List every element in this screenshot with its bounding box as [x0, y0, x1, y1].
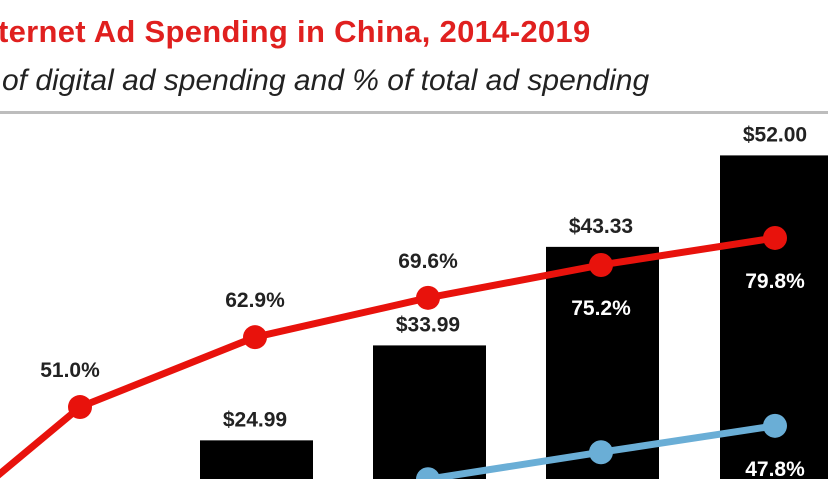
series-1-point-2016 — [416, 285, 440, 310]
bar-2015 — [200, 440, 313, 479]
title-divider — [0, 111, 828, 114]
series-1-point-2017 — [589, 252, 613, 277]
point-label-1-2016: 69.6% — [398, 250, 458, 273]
series-1-point-2018 — [763, 225, 787, 250]
point-label-1-2018: 79.8% — [745, 270, 805, 293]
point-label-1-2014: 51.0% — [40, 359, 100, 382]
bar-label-2017: $43.33 — [569, 215, 633, 238]
series-2-point-2017 — [589, 440, 613, 465]
point-label-1-2015: 62.9% — [225, 289, 285, 312]
series-2-point-2018 — [763, 413, 787, 438]
bar-2017 — [546, 246, 659, 479]
point-label-1-2017: 75.2% — [571, 297, 631, 320]
bar-label-2015: $24.99 — [223, 408, 287, 431]
series-1-point-2015 — [243, 325, 267, 350]
chart-subtitle: of digital ad spending and % of total ad… — [2, 64, 650, 97]
series-2-point-2016 — [416, 467, 440, 479]
bar-label-2016: $33.99 — [396, 313, 460, 336]
bar-label-2018: $52.00 — [743, 123, 807, 146]
series-1-point-2014 — [68, 395, 92, 420]
bar-2016 — [373, 345, 486, 479]
point-label-2-2018: 47.8% — [745, 458, 805, 479]
chart-title: ternet Ad Spending in China, 2014-2019 — [0, 14, 591, 49]
series-line-1 — [0, 234, 776, 479]
